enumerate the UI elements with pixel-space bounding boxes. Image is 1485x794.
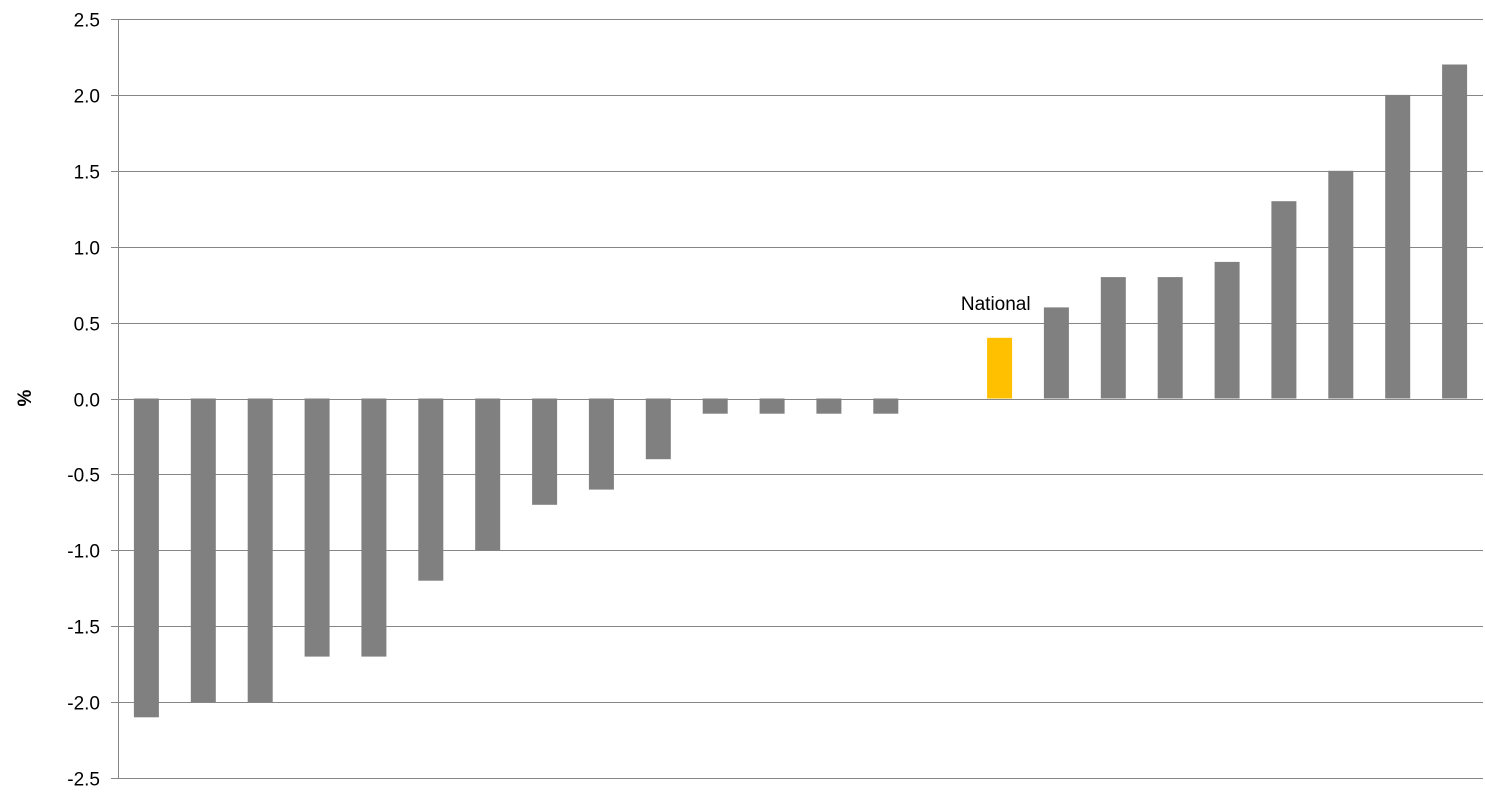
gridlines <box>118 19 1483 779</box>
y-tick-label: 2.0 <box>74 87 100 108</box>
bar <box>1100 277 1126 399</box>
bar <box>304 398 330 657</box>
y-tick-label: 1.5 <box>74 163 100 184</box>
bar <box>361 398 387 657</box>
bar <box>1328 170 1354 399</box>
y-tick-label: -1.5 <box>67 618 100 639</box>
bar <box>1043 307 1069 399</box>
bar <box>702 398 728 414</box>
bar <box>759 398 785 414</box>
y-tick-label: -0.5 <box>67 466 100 487</box>
labels: 2.5 2.0 1.5 1.0 0.5 0.0 -0.5 -1.0 -1.5 -2.0 -2.5 Na… <box>67 11 1031 791</box>
bar <box>418 398 444 581</box>
bar <box>1385 94 1411 399</box>
y-axis-title: % <box>15 389 36 406</box>
bar <box>1214 261 1240 399</box>
axes <box>111 19 119 779</box>
bars <box>133 64 1468 718</box>
bar <box>247 398 273 703</box>
bar <box>475 398 501 551</box>
bar <box>133 398 159 718</box>
bar <box>816 398 842 414</box>
bar <box>1157 277 1183 399</box>
y-tick-label: -1.0 <box>67 542 100 563</box>
bar <box>873 398 899 414</box>
bar <box>645 398 671 460</box>
y-tick-label: 0.0 <box>74 391 100 412</box>
annotation-label: National <box>961 294 1031 315</box>
bar-highlight <box>987 337 1013 399</box>
bar <box>1271 201 1297 399</box>
y-tick-label: 1.0 <box>74 239 100 260</box>
y-tick-label: 0.5 <box>74 315 100 336</box>
bar <box>1442 64 1468 399</box>
bar <box>532 398 558 505</box>
y-tick-label: 2.5 <box>74 11 100 32</box>
bar <box>588 398 614 490</box>
y-tick-label: -2.5 <box>67 770 100 790</box>
bar <box>190 398 216 703</box>
y-tick-label: -2.0 <box>67 694 100 715</box>
